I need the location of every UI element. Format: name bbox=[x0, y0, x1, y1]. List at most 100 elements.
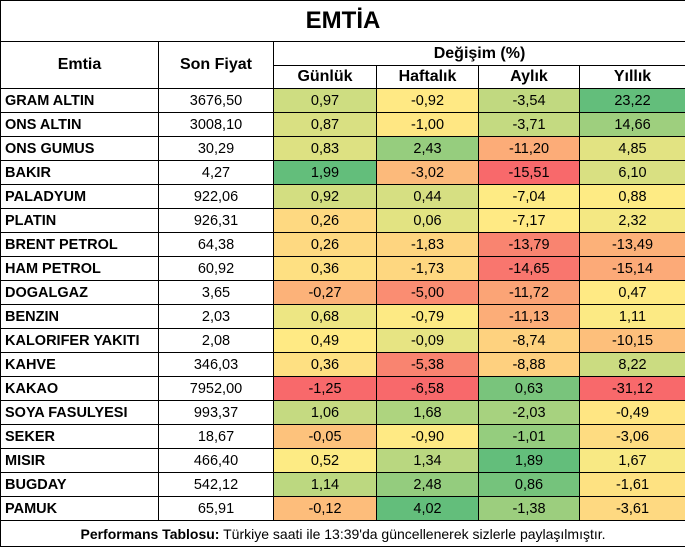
yearly-change-cell: 0,88 bbox=[578, 184, 685, 209]
weekly-change-cell: -1,83 bbox=[376, 232, 479, 257]
table-row: DOGALGAZ 3,65 -0,27 -5,00 -11,72 0,47 bbox=[0, 280, 685, 305]
yearly-change-cell: 1,11 bbox=[578, 304, 685, 329]
commodity-name-cell: KALORIFER YAKITI bbox=[0, 328, 159, 353]
table-row: MISIR 466,40 0,52 1,34 1,89 1,67 bbox=[0, 448, 685, 473]
header-commodity: Emtia bbox=[0, 41, 159, 89]
daily-change-cell: -0,27 bbox=[273, 280, 377, 305]
yearly-change-cell: -3,06 bbox=[578, 424, 685, 449]
weekly-change-cell: -0,92 bbox=[376, 88, 479, 113]
yearly-change-cell: -10,15 bbox=[578, 328, 685, 353]
monthly-change-cell: 1,89 bbox=[478, 448, 580, 473]
commodity-name-cell: SOYA FASULYESI bbox=[0, 400, 159, 425]
daily-change-cell: 1,14 bbox=[273, 472, 377, 497]
monthly-change-cell: -1,01 bbox=[478, 424, 580, 449]
weekly-change-cell: 1,34 bbox=[376, 448, 479, 473]
daily-change-cell: 0,36 bbox=[273, 256, 377, 281]
yearly-change-cell: 2,32 bbox=[578, 208, 685, 233]
daily-change-cell: 0,49 bbox=[273, 328, 377, 353]
weekly-change-cell: 2,48 bbox=[376, 472, 479, 497]
table-row: SOYA FASULYESI 993,37 1,06 1,68 -2,03 -0,49 bbox=[0, 400, 685, 425]
yearly-change-cell: 23,22 bbox=[578, 88, 685, 113]
yearly-change-cell: 0,47 bbox=[578, 280, 685, 305]
monthly-change-cell: -13,79 bbox=[478, 232, 580, 257]
yearly-change-cell: -3,61 bbox=[578, 496, 685, 521]
commodity-name-cell: GRAM ALTIN bbox=[0, 88, 159, 113]
monthly-change-cell: -8,74 bbox=[478, 328, 580, 353]
monthly-change-cell: -14,65 bbox=[478, 256, 580, 281]
commodity-name-cell: ONS ALTIN bbox=[0, 112, 159, 137]
yearly-change-cell: 4,85 bbox=[578, 136, 685, 161]
header-monthly: Aylık bbox=[478, 65, 580, 89]
weekly-change-cell: -5,38 bbox=[376, 352, 479, 377]
weekly-change-cell: -5,00 bbox=[376, 280, 479, 305]
last-price-cell: 926,31 bbox=[158, 208, 274, 233]
weekly-change-cell: -1,73 bbox=[376, 256, 479, 281]
table-row: KAKAO 7952,00 -1,25 -6,58 0,63 -31,12 bbox=[0, 376, 685, 401]
daily-change-cell: -1,25 bbox=[273, 376, 377, 401]
weekly-change-cell: 4,02 bbox=[376, 496, 479, 521]
commodity-name-cell: KAHVE bbox=[0, 352, 159, 377]
table-row: KALORIFER YAKITI 2,08 0,49 -0,09 -8,74 -10,15 bbox=[0, 328, 685, 353]
commodity-name-cell: BRENT PETROL bbox=[0, 232, 159, 257]
header-last-price: Son Fiyat bbox=[158, 41, 274, 89]
commodity-name-cell: BUGDAY bbox=[0, 472, 159, 497]
footer-label: Performans Tablosu: bbox=[80, 525, 220, 542]
monthly-change-cell: -7,04 bbox=[478, 184, 580, 209]
daily-change-cell: 0,92 bbox=[273, 184, 377, 209]
daily-change-cell: 0,26 bbox=[273, 232, 377, 257]
last-price-cell: 3,65 bbox=[158, 280, 274, 305]
commodity-name-cell: KAKAO bbox=[0, 376, 159, 401]
commodity-name-cell: PAMUK bbox=[0, 496, 159, 521]
monthly-change-cell: -7,17 bbox=[478, 208, 580, 233]
yearly-change-cell: -15,14 bbox=[578, 256, 685, 281]
daily-change-cell: 0,52 bbox=[273, 448, 377, 473]
yearly-change-cell: 14,66 bbox=[578, 112, 685, 137]
weekly-change-cell: -3,02 bbox=[376, 160, 479, 185]
daily-change-cell: 0,36 bbox=[273, 352, 377, 377]
commodity-name-cell: SEKER bbox=[0, 424, 159, 449]
last-price-cell: 346,03 bbox=[158, 352, 274, 377]
last-price-cell: 18,67 bbox=[158, 424, 274, 449]
last-price-cell: 993,37 bbox=[158, 400, 274, 425]
commodity-name-cell: HAM PETROL bbox=[0, 256, 159, 281]
header-weekly: Haftalık bbox=[376, 65, 479, 89]
last-price-cell: 64,38 bbox=[158, 232, 274, 257]
last-price-cell: 2,03 bbox=[158, 304, 274, 329]
daily-change-cell: 0,26 bbox=[273, 208, 377, 233]
commodity-name-cell: DOGALGAZ bbox=[0, 280, 159, 305]
table-footer: Performans Tablosu: Türkiye saati ile 13… bbox=[0, 520, 685, 547]
table-row: HAM PETROL 60,92 0,36 -1,73 -14,65 -15,14 bbox=[0, 256, 685, 281]
last-price-cell: 60,92 bbox=[158, 256, 274, 281]
table-row: ONS ALTIN 3008,10 0,87 -1,00 -3,71 14,66 bbox=[0, 112, 685, 137]
weekly-change-cell: 0,44 bbox=[376, 184, 479, 209]
last-price-cell: 4,27 bbox=[158, 160, 274, 185]
table-row: BAKIR 4,27 1,99 -3,02 -15,51 6,10 bbox=[0, 160, 685, 185]
header-yearly: Yıllık bbox=[578, 65, 685, 89]
table-row: GRAM ALTIN 3676,50 0,97 -0,92 -3,54 23,22 bbox=[0, 88, 685, 113]
yearly-change-cell: 8,22 bbox=[578, 352, 685, 377]
last-price-cell: 30,29 bbox=[158, 136, 274, 161]
table-row: BENZIN 2,03 0,68 -0,79 -11,13 1,11 bbox=[0, 304, 685, 329]
monthly-change-cell: -1,38 bbox=[478, 496, 580, 521]
commodity-name-cell: PLATIN bbox=[0, 208, 159, 233]
daily-change-cell: 0,83 bbox=[273, 136, 377, 161]
daily-change-cell: -0,05 bbox=[273, 424, 377, 449]
yearly-change-cell: 6,10 bbox=[578, 160, 685, 185]
last-price-cell: 2,08 bbox=[158, 328, 274, 353]
footer-text: Türkiye saati ile 13:39'da güncellenerek… bbox=[219, 525, 606, 542]
header-change: Değişim (%) bbox=[272, 41, 685, 66]
daily-change-cell: 1,99 bbox=[273, 160, 377, 185]
last-price-cell: 7952,00 bbox=[158, 376, 274, 401]
last-price-cell: 3008,10 bbox=[158, 112, 274, 137]
monthly-change-cell: 0,63 bbox=[478, 376, 580, 401]
monthly-change-cell: 0,86 bbox=[478, 472, 580, 497]
last-price-cell: 542,12 bbox=[158, 472, 274, 497]
yearly-change-cell: -31,12 bbox=[578, 376, 685, 401]
monthly-change-cell: -11,20 bbox=[478, 136, 580, 161]
daily-change-cell: 0,68 bbox=[273, 304, 377, 329]
table-row: PLATIN 926,31 0,26 0,06 -7,17 2,32 bbox=[0, 208, 685, 233]
header-daily: Günlük bbox=[273, 65, 377, 89]
table-row: KAHVE 346,03 0,36 -5,38 -8,88 8,22 bbox=[0, 352, 685, 377]
